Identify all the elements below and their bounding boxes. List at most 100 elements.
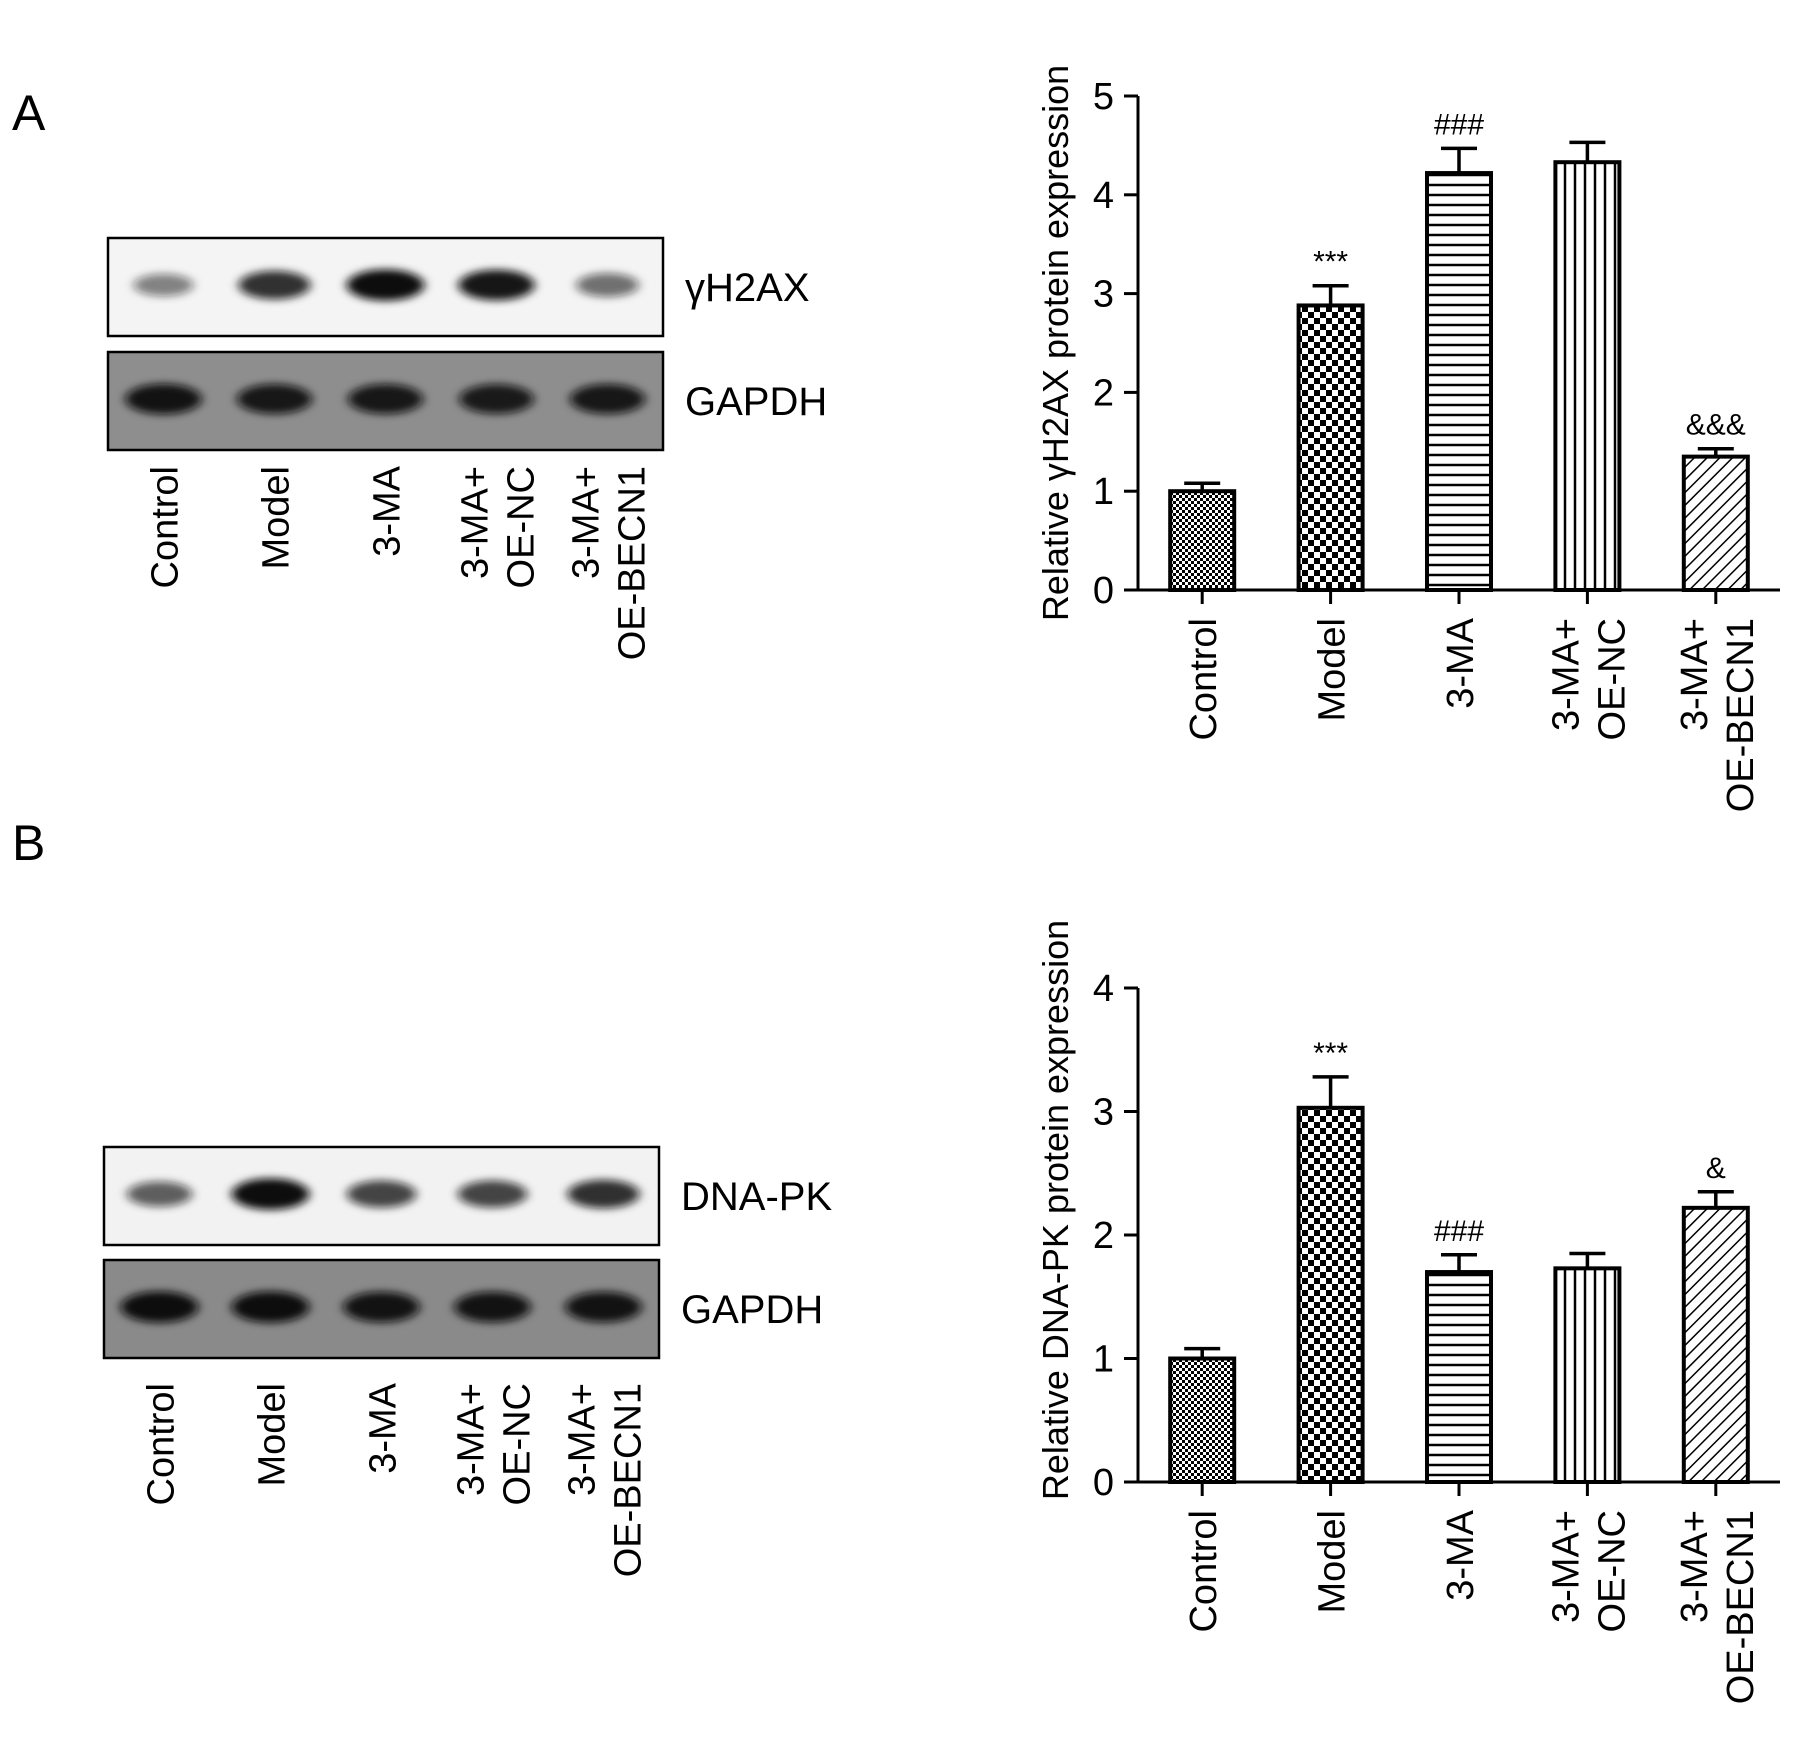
- x-tick-label: 3-MA+ OE-NC: [1545, 1510, 1633, 1632]
- blot-lane-label: Model: [256, 466, 298, 570]
- significance-label: &&&: [1686, 409, 1746, 442]
- blot-lane-label: Control: [145, 466, 187, 589]
- x-tick-label-line: Model: [1312, 618, 1354, 722]
- x-tick-label: 3-MA+ OE-BECN1: [1674, 618, 1762, 812]
- bar-control: [1168, 489, 1237, 593]
- y-tick-label: 4: [1093, 968, 1114, 1010]
- x-tick-label: 3-MA+ OE-NC: [1545, 618, 1633, 740]
- blot-lane-label-line: OE-BECN1: [612, 466, 654, 660]
- blot-band: [133, 273, 194, 297]
- blot-band: [231, 1291, 310, 1323]
- y-axis-label: Relative DNA-PK protein expression: [1035, 920, 1076, 1500]
- blot-band: [120, 1291, 199, 1323]
- blot-lane-label-line: 3-MA+: [455, 466, 497, 579]
- y-tick-label: 0: [1093, 1462, 1114, 1504]
- x-tick-label-line: 3-MA: [1440, 617, 1482, 708]
- blot-lane-label: 3-MA+ OE-NC: [455, 466, 543, 588]
- blot-lane-label: 3-MA+ OE-NC: [451, 1383, 539, 1505]
- y-tick-label: 2: [1093, 1215, 1114, 1257]
- bar-control: [1168, 1356, 1237, 1484]
- x-tick-label: Model: [1312, 1510, 1354, 1614]
- x-tick-label-line: Control: [1183, 1510, 1225, 1633]
- blot-band: [343, 1291, 420, 1323]
- blot-row-label: DNA-PK: [681, 1175, 832, 1219]
- y-tick-label: 3: [1093, 274, 1114, 316]
- x-tick-label-line: Control: [1183, 618, 1225, 741]
- x-tick-label-line: 3-MA+: [1674, 618, 1716, 731]
- bar-chart-gamma-h2ax: 0 1 2 3 4 5 Relative γH2AX protein expression C…: [1035, 65, 1780, 812]
- blot-lane-label: 3-MA: [363, 1382, 405, 1473]
- blot-lane-label-line: 3-MA+: [566, 466, 608, 579]
- blot-row-gapdh: GAPDH: [102, 1258, 823, 1360]
- blot-band: [567, 1179, 640, 1209]
- panel-label-a: A: [12, 85, 46, 141]
- blot-band: [459, 384, 534, 414]
- blot-band: [576, 273, 639, 297]
- blot-lane-label-line: Model: [256, 466, 298, 570]
- blot-lane-label: 3-MA: [367, 465, 409, 556]
- blot-row-dna-pk: DNA-PK: [102, 1145, 832, 1247]
- x-tick-label: Model: [1312, 618, 1354, 722]
- y-axis-label: Relative γH2AX protein expression: [1035, 65, 1076, 621]
- blot-row-label: GAPDH: [685, 380, 827, 424]
- y-tick-label: 1: [1093, 471, 1114, 513]
- blot-lane-label-line: 3-MA+: [562, 1383, 604, 1496]
- bar-3-ma-oe-becn1: [1681, 454, 1750, 592]
- blot-band: [238, 270, 311, 300]
- x-tick-label-line: OE-NC: [1591, 1510, 1633, 1632]
- x-tick-label-line: OE-BECN1: [1720, 618, 1762, 812]
- bar-3-ma-oe-becn1: [1681, 1205, 1750, 1484]
- blot-band: [454, 1291, 531, 1323]
- blot-lane-label-line: Model: [252, 1383, 294, 1487]
- y-tick-label: 4: [1093, 175, 1114, 217]
- blot-lane-label-line: 3-MA: [363, 1382, 405, 1473]
- y-tick-label: 2: [1093, 372, 1114, 414]
- bar-3-ma: [1425, 171, 1493, 592]
- bar-chart-dna-pk: 0 1 2 3 4 Relative DNA-PK protein expression C…: [1035, 920, 1780, 1704]
- x-tick-label: 3-MA: [1440, 1509, 1482, 1600]
- x-tick-label-line: 3-MA: [1440, 1509, 1482, 1600]
- x-tick-label-line: 3-MA+: [1545, 618, 1587, 731]
- blot-lane-label-line: OE-BECN1: [608, 1383, 650, 1577]
- x-tick-label: 3-MA+ OE-BECN1: [1674, 1510, 1762, 1704]
- x-tick-label: 3-MA: [1440, 617, 1482, 708]
- blot-row-label: GAPDH: [681, 1288, 823, 1332]
- y-tick-label: 1: [1093, 1339, 1114, 1381]
- significance-label: ***: [1313, 246, 1348, 279]
- blot-band: [126, 1181, 193, 1207]
- blot-band: [565, 1291, 642, 1323]
- blot-lane-label: Model: [252, 1383, 294, 1487]
- blot-band: [570, 384, 645, 415]
- y-tick-label: 0: [1093, 570, 1114, 612]
- significance-label: ***: [1313, 1037, 1348, 1070]
- x-tick-label: Control: [1183, 618, 1225, 741]
- blot-band: [346, 1180, 417, 1208]
- blot-band: [348, 384, 423, 415]
- x-tick-label-line: 3-MA+: [1674, 1510, 1716, 1623]
- blot-lane-label-line: OE-NC: [497, 1383, 539, 1505]
- panel-label-b: B: [12, 815, 45, 871]
- bar-model: [1296, 303, 1365, 592]
- bar-model: [1296, 1105, 1365, 1485]
- significance-label: ###: [1434, 1215, 1484, 1248]
- bar-3-ma-oe-nc: [1553, 1266, 1622, 1484]
- blot-band: [237, 384, 312, 415]
- y-tick-label: 5: [1093, 76, 1114, 118]
- x-tick-label: Control: [1183, 1510, 1225, 1633]
- blot-lane-label: 3-MA+ OE-BECN1: [562, 1383, 650, 1577]
- y-tick-label: 3: [1093, 1092, 1114, 1134]
- bar-3-ma: [1425, 1270, 1493, 1485]
- blot-lane-label-line: Control: [141, 1383, 183, 1506]
- x-tick-label-line: OE-NC: [1591, 618, 1633, 740]
- blot-lane-label: 3-MA+ OE-BECN1: [566, 466, 654, 660]
- blot-lane-label-line: 3-MA: [367, 465, 409, 556]
- blot-row-label: γH2AX: [685, 266, 810, 310]
- x-tick-label-line: Model: [1312, 1510, 1354, 1614]
- blot-lane-label-line: 3-MA+: [451, 1383, 493, 1496]
- blot-lane-label-line: OE-NC: [501, 466, 543, 588]
- blot-band: [458, 269, 535, 301]
- blot-row-gapdh: GAPDH: [106, 350, 827, 452]
